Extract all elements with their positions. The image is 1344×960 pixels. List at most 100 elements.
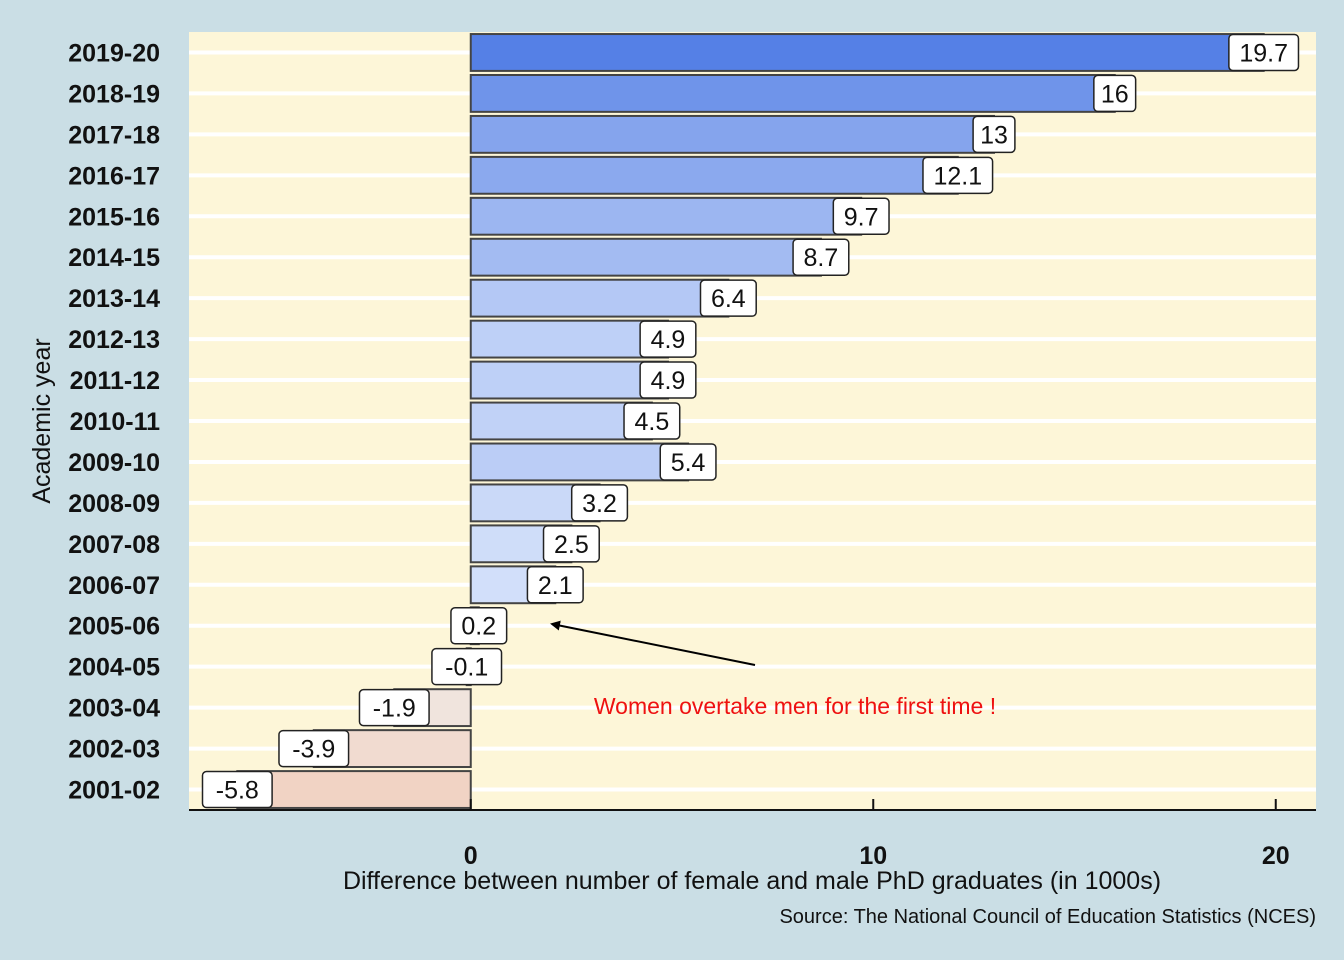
y-tick-label: 2002-03	[68, 736, 160, 764]
y-tick-label: 2007-08	[68, 531, 160, 559]
data-label-2012-13: 4.9	[639, 320, 697, 358]
data-label-box	[278, 729, 350, 768]
bar-2016-17	[469, 155, 959, 195]
y-tick-label: 2004-05	[68, 654, 160, 682]
x-tick-label: 0	[464, 842, 478, 870]
y-tick-label: 2010-11	[70, 408, 160, 436]
data-label-box	[526, 566, 584, 604]
data-label-2001-02: -5.8	[201, 770, 273, 809]
y-tick-label: 2006-07	[68, 572, 160, 600]
y-axis-title: Academic year	[28, 338, 56, 503]
data-label-text: -0.1	[445, 654, 488, 682]
y-tick-label: 2005-06	[68, 613, 160, 641]
x-axis-title: Difference between number of female and …	[343, 867, 1161, 895]
data-label-box	[623, 402, 681, 440]
y-tick-label: 2008-09	[68, 490, 160, 518]
x-tick-label: 10	[859, 842, 887, 870]
data-label-2017-18: 13	[972, 115, 1016, 154]
annotation-arrow	[550, 620, 756, 666]
data-label-2008-09: 3.2	[570, 484, 629, 522]
data-label-box	[1228, 33, 1300, 72]
data-label-2003-04: -1.9	[358, 688, 430, 727]
data-label-box	[639, 361, 697, 399]
data-label-text: 19.7	[1239, 39, 1288, 67]
data-label-text: 2.5	[554, 531, 589, 559]
data-label-box	[972, 115, 1016, 154]
bars	[236, 33, 1265, 809]
data-label-2006-07: 2.1	[526, 566, 584, 604]
data-label-2005-06: 0.2	[450, 606, 508, 645]
bar-2019-20	[469, 33, 1265, 72]
data-label-2004-05: -0.1	[431, 647, 503, 686]
data-label-text: -3.9	[292, 736, 335, 764]
data-label-text: 9.7	[844, 203, 879, 231]
x-tick-label: 20	[1262, 842, 1290, 870]
bar-2017-18	[469, 114, 995, 154]
bar-2012-13	[469, 319, 669, 359]
y-tick-label: 2014-15	[68, 244, 160, 272]
data-label-text: -1.9	[373, 695, 416, 723]
data-label-box	[450, 606, 508, 645]
data-label-text: 4.9	[651, 367, 686, 395]
data-label-box	[792, 238, 850, 276]
data-label-text: 0.2	[461, 613, 496, 641]
data-label-text: 5.4	[671, 449, 706, 477]
data-label-box	[570, 484, 629, 522]
y-tick-label: 2001-02	[68, 777, 160, 805]
y-tick-label: 2011-12	[70, 367, 160, 395]
data-label-text: 2.1	[538, 572, 573, 600]
data-label-2019-20: 19.7	[1228, 33, 1300, 72]
data-label-box	[201, 770, 273, 809]
data-label-box	[1093, 74, 1137, 113]
data-label-box	[431, 647, 503, 686]
y-tick-label: 2019-20	[68, 39, 160, 67]
y-tick-label: 2003-04	[68, 695, 160, 723]
bar-2013-14	[469, 278, 730, 318]
data-label-text: 3.2	[582, 490, 617, 518]
bar-2009-10	[469, 442, 690, 482]
data-label-2011-12: 4.9	[639, 361, 697, 399]
data-label-2007-08: 2.5	[542, 525, 600, 563]
bar-2001-02	[236, 770, 472, 809]
y-tick-label: 2015-16	[68, 203, 160, 231]
data-label-text: -5.8	[216, 777, 259, 805]
annotation-text: Women overtake men for the first time !	[594, 693, 996, 719]
bar-2015-16	[469, 196, 863, 236]
data-label-2002-03: -3.9	[278, 729, 350, 768]
y-tick-label: 2016-17	[68, 162, 160, 190]
data-label-text: 12.1	[933, 162, 982, 190]
data-label-2009-10: 5.4	[659, 443, 717, 481]
data-label-text: 6.4	[711, 285, 746, 313]
y-tick-label: 2013-14	[68, 285, 160, 313]
data-label-2015-16: 9.7	[832, 197, 890, 236]
bar-2011-12	[469, 360, 669, 400]
data-label-2018-19: 16	[1093, 74, 1137, 113]
y-ticks: 2001-02 2002-03 2003-04 2004-05 2005-06 2006-…	[68, 39, 160, 804]
data-label-text: 8.7	[804, 244, 839, 272]
data-label-2014-15: 8.7	[792, 238, 850, 276]
data-labels: -5.8 -3.9 -1.9 -0.1 0.2 2.1 2.5 3.2 5.44.5 4.9 4.9…	[201, 33, 1300, 809]
data-label-text: 4.5	[634, 408, 669, 436]
bar-2014-15	[469, 237, 822, 277]
data-label-box	[832, 197, 890, 236]
bar-2010-11	[469, 401, 653, 441]
source-caption: Source: The National Council of Educatio…	[779, 906, 1316, 928]
data-label-2010-11: 4.5	[623, 402, 681, 440]
data-label-text: 16	[1101, 80, 1129, 108]
bar-2018-19	[469, 73, 1116, 113]
data-label-box	[358, 688, 430, 727]
data-label-box	[922, 156, 994, 195]
y-tick-label: 2018-19	[68, 80, 160, 108]
data-label-2016-17: 12.1	[922, 156, 994, 195]
y-tick-label: 2017-18	[68, 121, 160, 149]
y-tick-label: 2009-10	[68, 449, 160, 477]
data-label-box	[699, 279, 757, 317]
x-ticks: 0 10 20	[464, 799, 1290, 870]
data-label-box	[542, 525, 600, 563]
data-label-text: 13	[980, 121, 1008, 149]
data-label-2013-14: 6.4	[699, 279, 757, 317]
data-label-box	[639, 320, 697, 358]
data-label-box	[659, 443, 717, 481]
data-label-text: 4.9	[651, 326, 686, 354]
